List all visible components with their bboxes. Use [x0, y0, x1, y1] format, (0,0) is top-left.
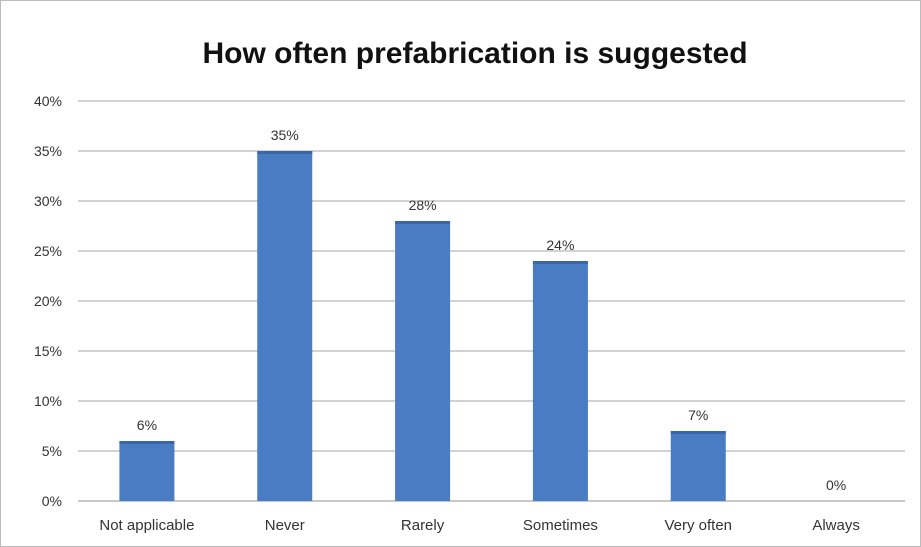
- y-tick-label: 0%: [42, 493, 62, 509]
- x-tick-label: Sometimes: [523, 517, 598, 534]
- data-labels: 6% 35% 28% 24% 7% 0%: [137, 127, 846, 493]
- y-tick-label: 25%: [34, 243, 62, 259]
- chart-title: How often prefabrication is suggested: [202, 37, 747, 70]
- bar: [119, 441, 175, 501]
- x-axis-categories: Not applicable Never Rarely Sometimes Very o…: [99, 517, 859, 534]
- bar-top-edge: [119, 441, 175, 444]
- y-tick-label: 40%: [34, 93, 62, 109]
- bars: [119, 151, 726, 501]
- gridlines: [78, 100, 905, 502]
- data-label: 28%: [409, 197, 437, 213]
- bar: [670, 431, 726, 501]
- y-tick-label: 10%: [34, 393, 62, 409]
- bar: [257, 151, 313, 501]
- x-tick-label: Never: [265, 517, 305, 534]
- y-tick-label: 15%: [34, 343, 62, 359]
- y-tick-label: 20%: [34, 293, 62, 309]
- bar-top-edge: [670, 431, 726, 434]
- x-tick-label: Rarely: [401, 517, 445, 534]
- y-tick-label: 35%: [34, 143, 62, 159]
- y-axis-ticks: 0% 5% 10% 15% 20% 25% 30% 35% 40%: [34, 93, 62, 509]
- y-tick-label: 30%: [34, 193, 62, 209]
- data-label: 7%: [688, 407, 708, 423]
- bar-top-edge: [532, 261, 588, 264]
- x-tick-label: Not applicable: [99, 517, 194, 534]
- y-tick-label: 5%: [42, 443, 62, 459]
- x-tick-label: Always: [812, 517, 860, 534]
- bar: [395, 221, 451, 501]
- bar-top-edge: [257, 151, 313, 154]
- data-label: 24%: [546, 237, 574, 253]
- data-label: 0%: [826, 477, 846, 493]
- x-tick-label: Very often: [664, 517, 732, 534]
- bar: [532, 261, 588, 501]
- bar-top-edge: [395, 221, 451, 224]
- data-label: 6%: [137, 417, 157, 433]
- data-label: 35%: [271, 127, 299, 143]
